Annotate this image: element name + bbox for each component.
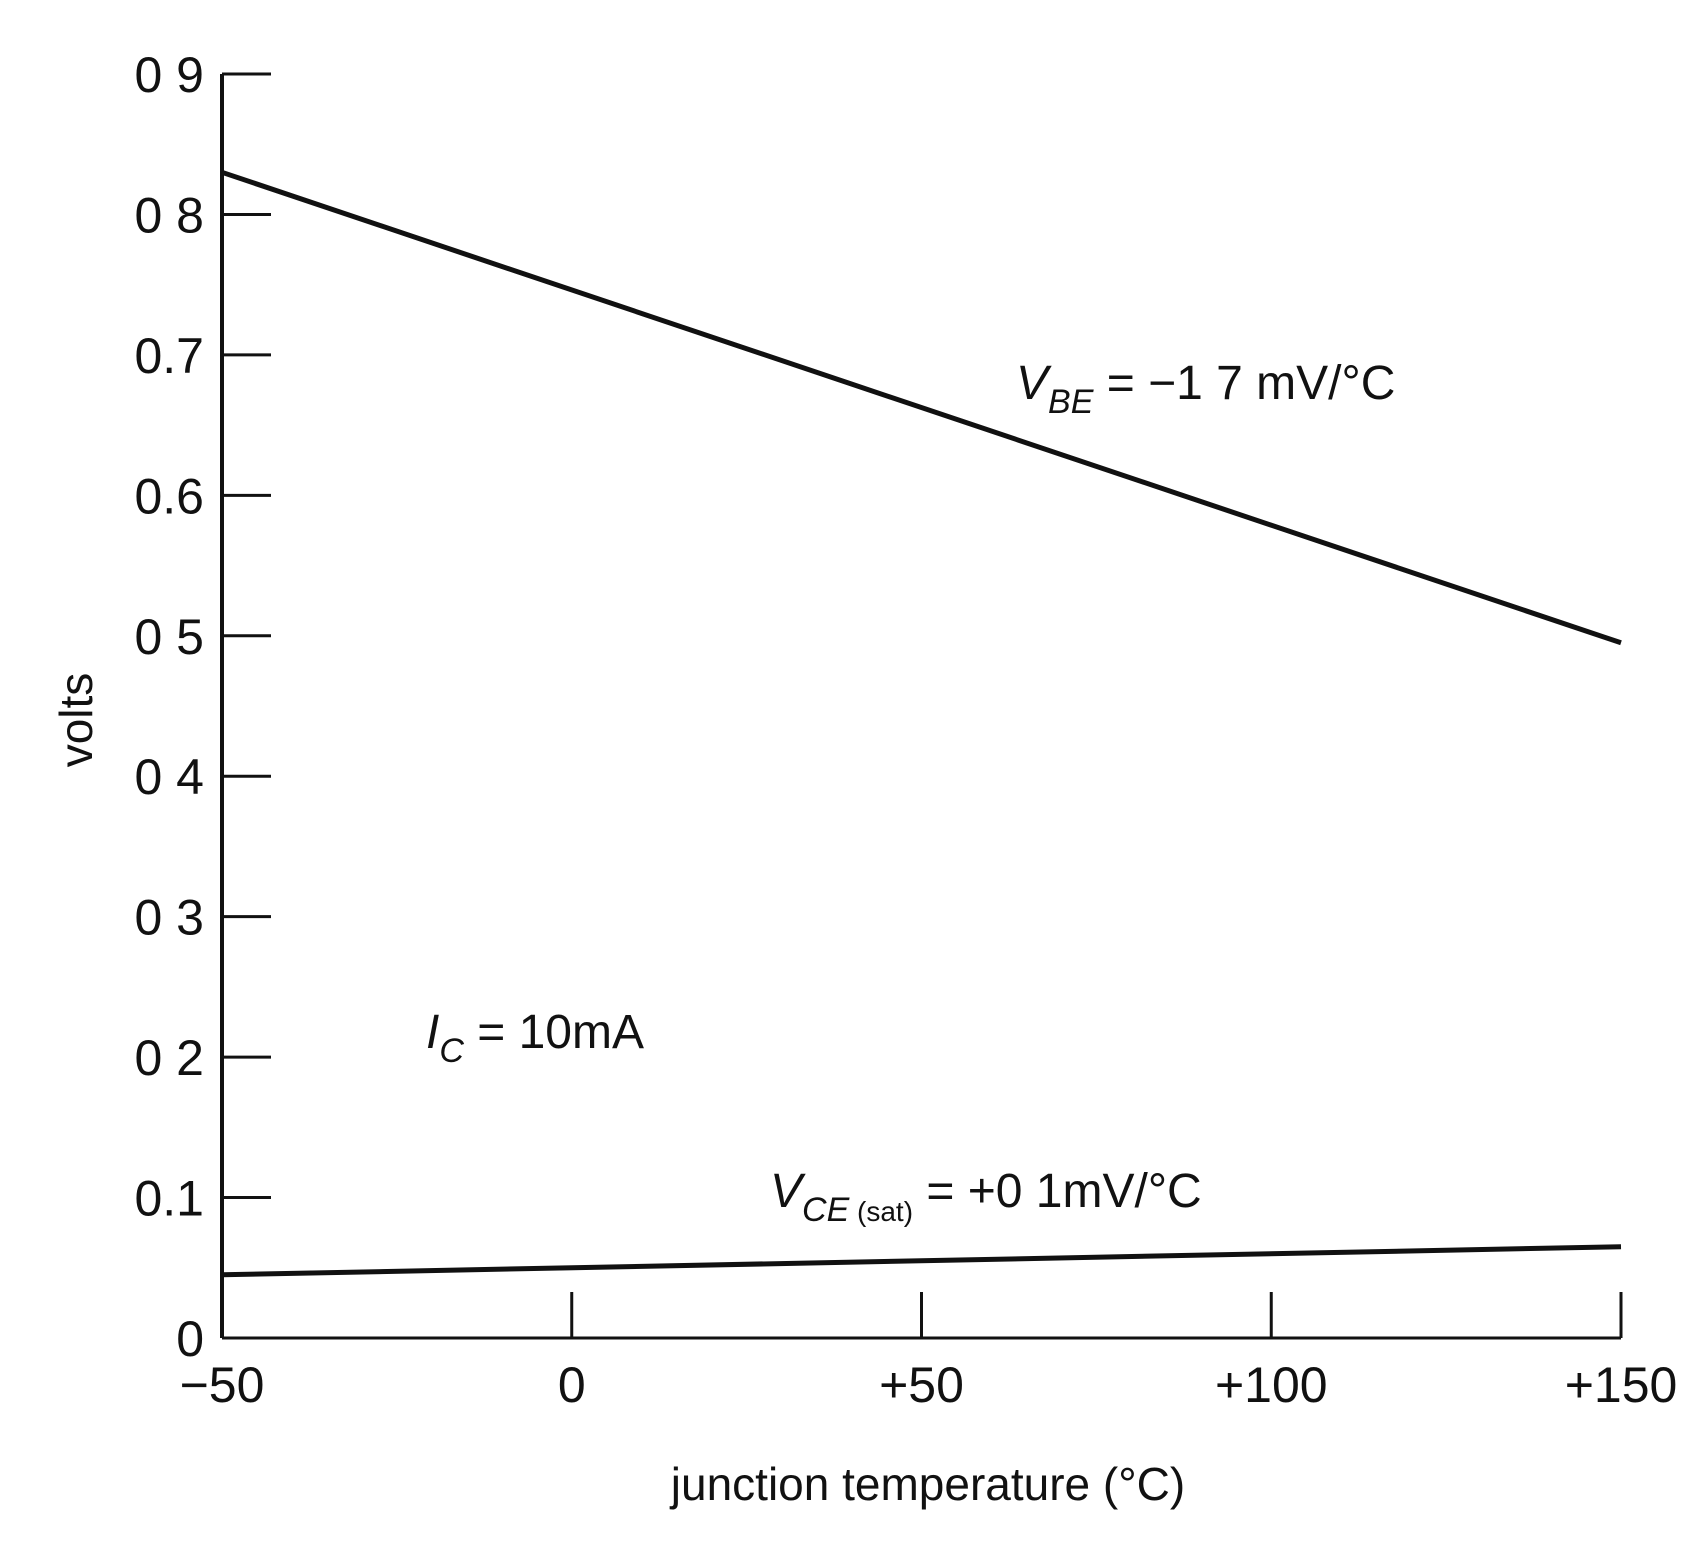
x-tick-label: +100 — [1215, 1357, 1328, 1413]
series-lines — [221, 169, 1622, 1278]
y-tick-label: 0 3 — [134, 890, 204, 946]
tick-labels: 00.10 20 30 40 50.60.70 80 9−50 0 +50 +100 +… — [134, 47, 1677, 1413]
y-tick-label: 0 8 — [134, 187, 204, 243]
y-tick-label: 0 2 — [134, 1030, 204, 1086]
ic-annotation: IC = 10mA — [426, 1006, 644, 1070]
y-tick-label: 0 5 — [134, 609, 204, 665]
y-tick-label: 0.1 — [134, 1171, 204, 1227]
y-tick-label: 0 9 — [134, 47, 204, 103]
y-tick-label: 0.6 — [134, 468, 204, 524]
series-line-v-be — [221, 169, 1622, 646]
y-tick-label: 0.7 — [134, 328, 204, 384]
axes — [220, 72, 1623, 1340]
y-tick-label: 0 4 — [134, 749, 204, 805]
vbe-annotation: VBE = −1 7 mV/°C — [1016, 357, 1395, 421]
x-tick-label: +150 — [1565, 1357, 1678, 1413]
x-tick-label: 0 — [558, 1357, 586, 1413]
series-line-v-ce-sat- — [221, 1244, 1622, 1278]
y-tick-label: 0 — [176, 1311, 204, 1367]
x-tick-label: −50 — [180, 1357, 265, 1413]
x-axis-label: junction temperature (°C) — [669, 1458, 1185, 1510]
vce-annotation: VCE (sat) = +0 1mV/°C — [770, 1165, 1202, 1229]
x-tick-label: +50 — [879, 1357, 964, 1413]
y-axis-label: volts — [50, 673, 102, 768]
